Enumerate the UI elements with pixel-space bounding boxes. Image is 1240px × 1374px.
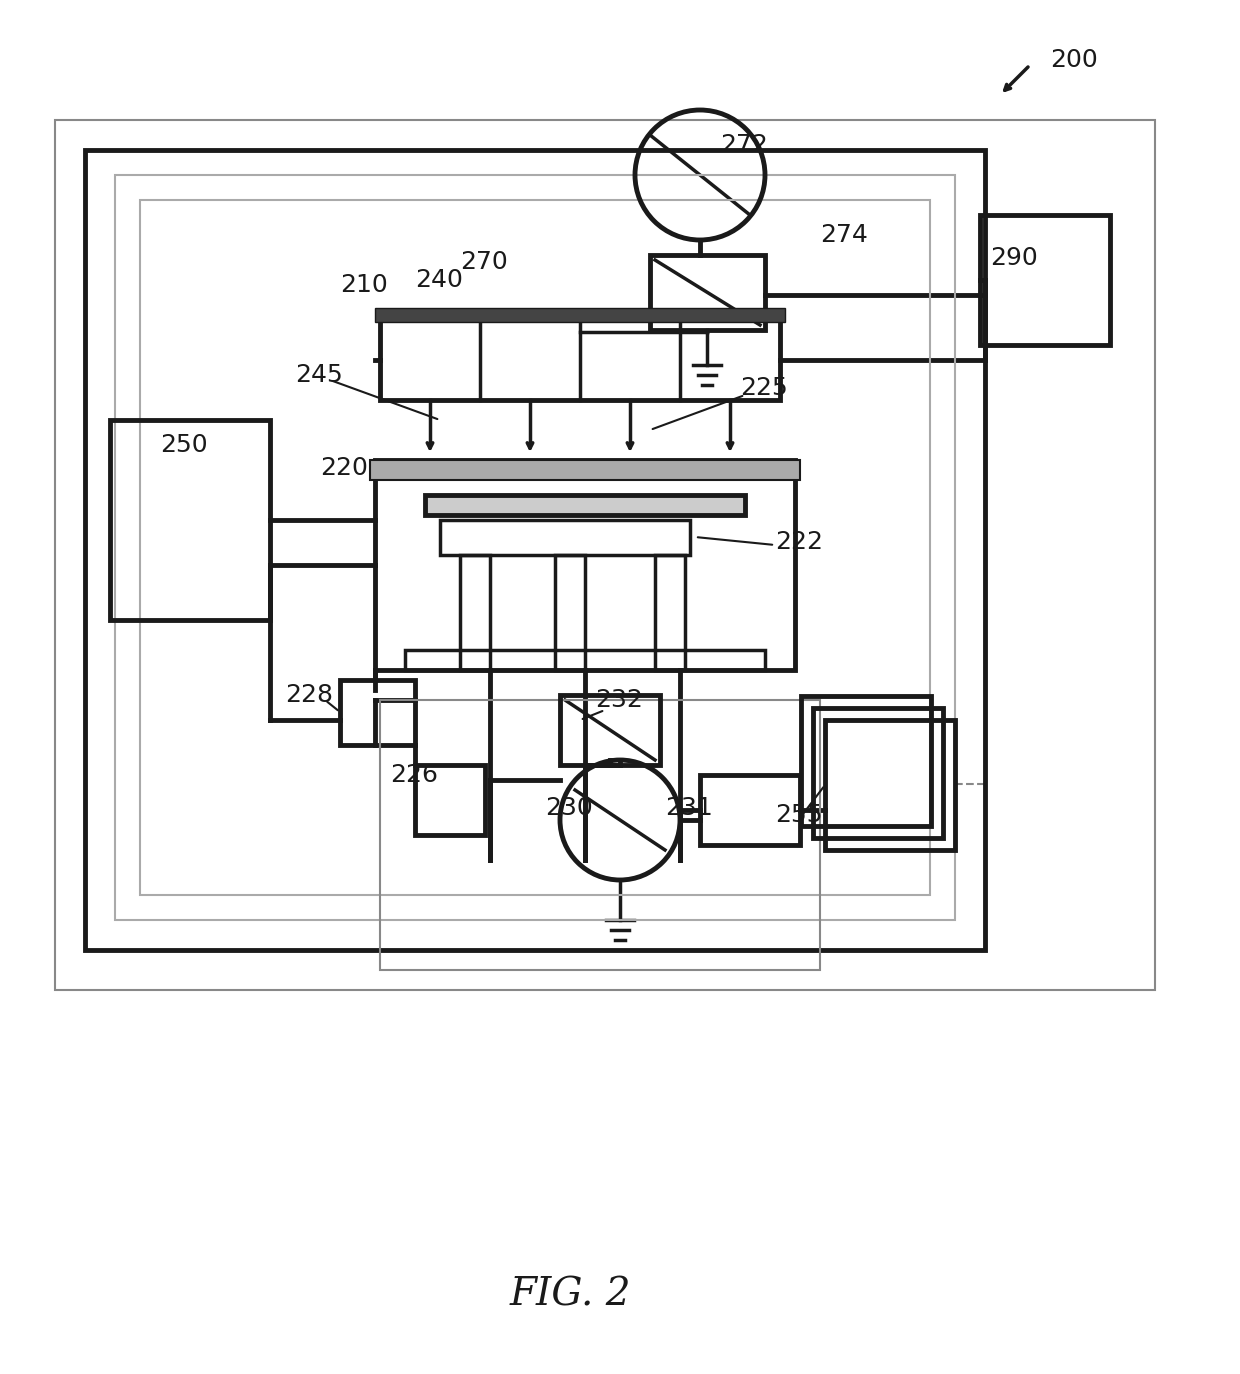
Bar: [370, 460, 800, 480]
Bar: [440, 519, 689, 555]
Text: 200: 200: [1050, 48, 1097, 71]
Text: 232: 232: [595, 688, 642, 712]
Bar: [650, 256, 765, 330]
Bar: [374, 460, 795, 671]
Bar: [86, 150, 985, 949]
Bar: [340, 680, 415, 745]
Text: 210: 210: [340, 273, 388, 297]
Bar: [415, 765, 485, 835]
Text: 245: 245: [295, 363, 342, 387]
Text: 230: 230: [546, 796, 593, 820]
Bar: [701, 775, 800, 845]
Bar: [425, 495, 745, 515]
Text: FIG. 2: FIG. 2: [510, 1276, 631, 1314]
Bar: [825, 720, 955, 851]
Bar: [115, 174, 955, 921]
Bar: [55, 120, 1154, 991]
Bar: [110, 420, 270, 620]
Text: 231: 231: [665, 796, 713, 820]
Text: 222: 222: [775, 530, 823, 554]
Bar: [379, 699, 820, 970]
Text: 226: 226: [391, 763, 438, 787]
Text: 250: 250: [160, 433, 207, 458]
Bar: [655, 555, 684, 671]
Bar: [980, 214, 1110, 345]
Text: 274: 274: [820, 223, 868, 247]
Text: 270: 270: [460, 250, 507, 273]
Text: 272: 272: [720, 133, 768, 157]
Bar: [460, 555, 490, 671]
Text: 228: 228: [285, 683, 334, 708]
Text: 225: 225: [740, 376, 787, 400]
Text: 255: 255: [775, 802, 822, 827]
Bar: [140, 201, 930, 894]
Text: 240: 240: [415, 268, 463, 293]
Bar: [801, 697, 931, 826]
Bar: [560, 695, 660, 765]
Bar: [813, 708, 942, 838]
Bar: [405, 650, 765, 671]
Bar: [556, 555, 585, 671]
Bar: [374, 308, 785, 322]
Text: 290: 290: [990, 246, 1038, 271]
Text: 220: 220: [320, 456, 368, 480]
Bar: [379, 320, 780, 400]
